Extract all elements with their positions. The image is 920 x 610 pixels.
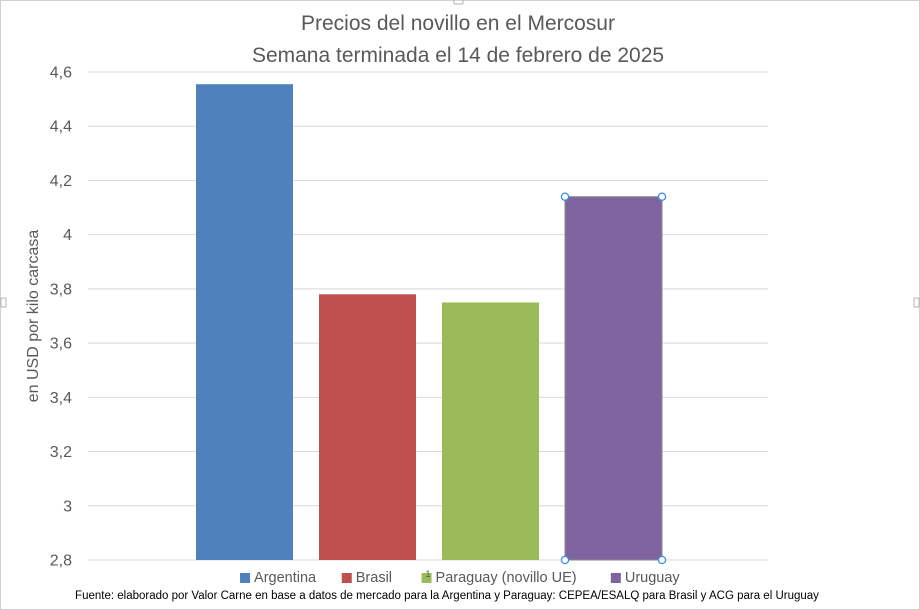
- y-tick-label: 3,8: [50, 281, 72, 298]
- y-axis-title: en USD por kilo carcasa: [25, 230, 42, 403]
- legend-swatch: [240, 573, 251, 583]
- y-tick-label: 3: [63, 498, 72, 515]
- bar-argentina[interactable]: [196, 84, 293, 560]
- frame-resize-handle-left[interactable]: [0, 297, 7, 308]
- y-tick-label: 4,2: [50, 173, 72, 190]
- legend-swatch: [421, 573, 432, 583]
- legend-item-brasil[interactable]: Brasil: [341, 570, 392, 586]
- y-axis-tick-labels: 2,8 3 3,2 3,4 3,6 3,8 4 4,2 4,4 4,6: [50, 65, 72, 570]
- bar-selection-handle[interactable]: [657, 192, 667, 201]
- page-marker: 1: [425, 569, 430, 579]
- legend-item-paraguay-novillo-ue[interactable]: Paraguay (novillo UE): [421, 570, 577, 586]
- legend-item-argentina[interactable]: Argentina: [240, 570, 317, 586]
- frame-resize-handle-top[interactable]: [453, 0, 464, 5]
- legend-label: Argentina: [254, 570, 317, 586]
- y-tick-label: 4,6: [50, 65, 72, 82]
- y-tick-label: 2,8: [50, 553, 72, 570]
- bar-selection-handle[interactable]: [560, 555, 570, 565]
- y-tick-label: 4: [63, 227, 72, 244]
- bar-selection-handle[interactable]: [657, 555, 667, 565]
- frame-resize-handle-right[interactable]: [913, 297, 920, 308]
- bars[interactable]: [196, 84, 663, 561]
- legend-label: Uruguay: [625, 570, 681, 586]
- bar-uruguay[interactable]: [564, 196, 663, 561]
- legend-swatch: [610, 573, 621, 583]
- source-footnote: Fuente: elaborado por Valor Carne en bas…: [75, 590, 819, 602]
- y-tick-label: 3,6: [50, 336, 72, 353]
- legend[interactable]: Argentina Brasil Paraguay (novillo UE) Urug…: [240, 570, 680, 586]
- legend-item-uruguay[interactable]: Uruguay: [610, 570, 681, 586]
- y-tick-label: 3,4: [50, 390, 72, 407]
- bar-brasil[interactable]: [319, 294, 416, 560]
- y-tick-label: 4,4: [50, 119, 72, 136]
- legend-swatch: [341, 573, 352, 583]
- legend-label: Paraguay (novillo UE): [436, 570, 577, 586]
- chart-title-line-2: Semana terminada el 14 de febrero de 202…: [252, 44, 664, 67]
- selection-handles[interactable]: [560, 192, 667, 565]
- bar-paraguay-novillo-ue[interactable]: [442, 302, 539, 560]
- legend-label: Brasil: [356, 570, 392, 586]
- bar-selection-handle[interactable]: [560, 192, 570, 201]
- y-tick-label: 3,2: [50, 444, 72, 461]
- chart-title-line-1: Precios del novillo en el Mercosur: [301, 12, 615, 35]
